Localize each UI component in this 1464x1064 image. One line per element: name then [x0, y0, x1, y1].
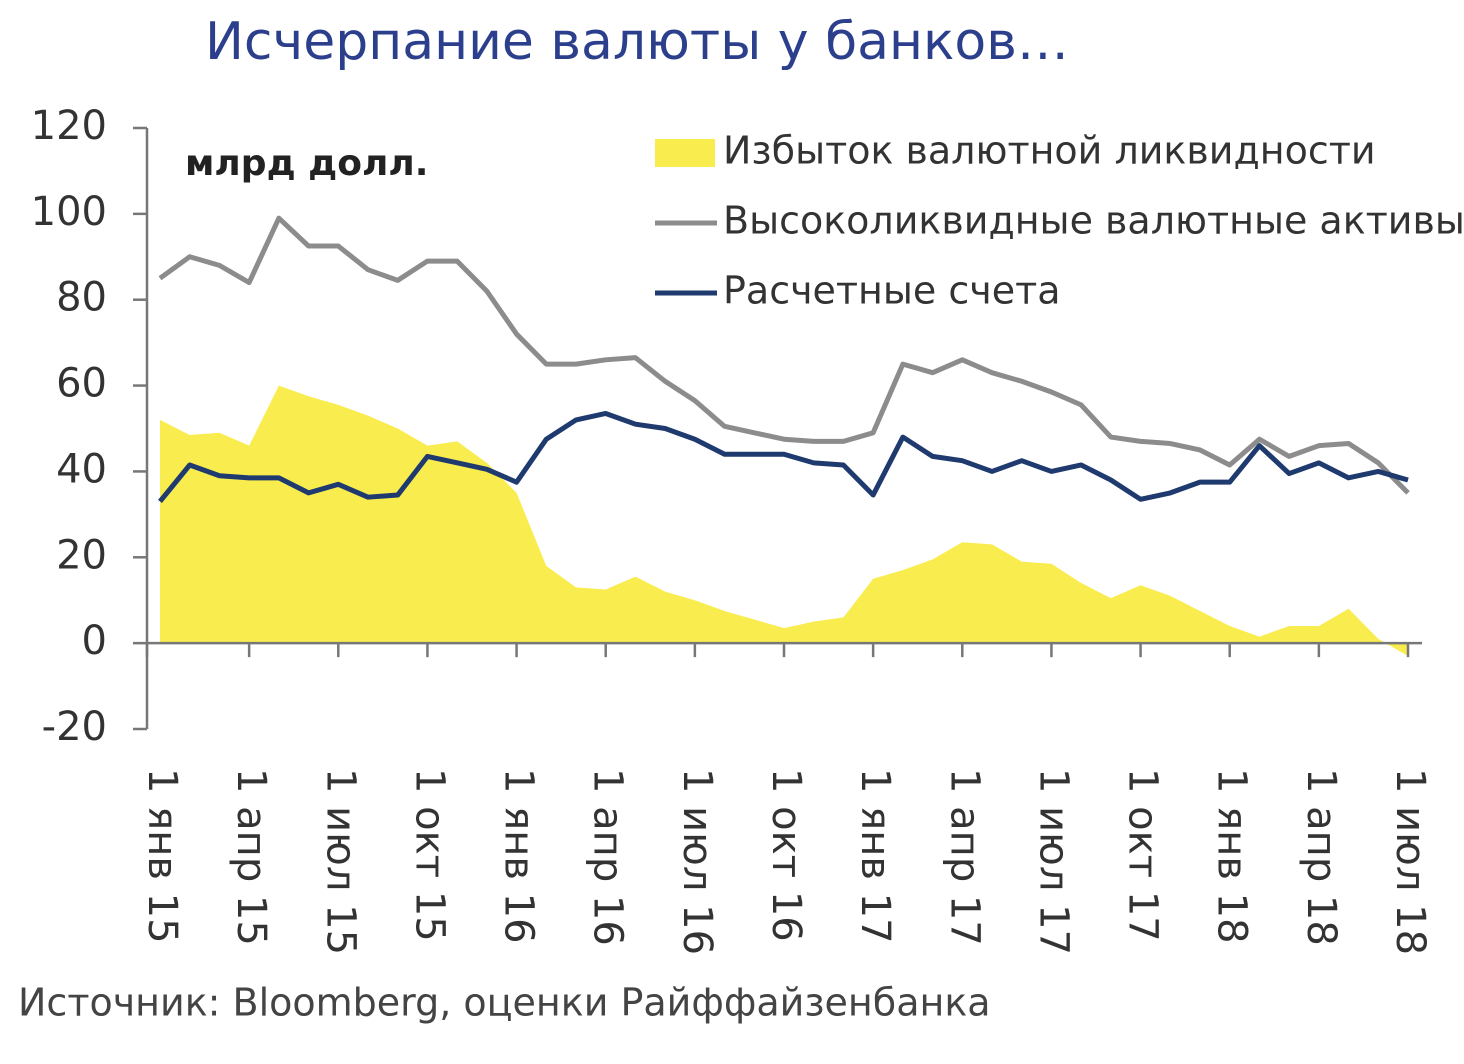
line [158, 410, 1409, 504]
x-tick-label: 1 июл 17 [1030, 768, 1076, 955]
x-tick-label: 1 апр 15 [228, 768, 274, 946]
area [160, 385, 1408, 657]
legend-label: Избыток валютной ликвидности [723, 129, 1376, 173]
y-tick-label: 100 [31, 189, 107, 235]
x-tick-label: 1 янв 17 [852, 768, 898, 944]
x-tick-label: 1 окт 15 [406, 768, 452, 942]
legend-label: Расчетные счета [723, 269, 1061, 313]
x-tick-label: 1 июл 18 [1387, 768, 1433, 955]
y-tick-label: 80 [56, 275, 107, 321]
x-tick-label: 1 окт 16 [763, 768, 809, 942]
y-tick-label: 60 [56, 361, 107, 407]
x-tick-label: 1 янв 18 [1209, 768, 1255, 944]
y-tick-label: -20 [42, 704, 107, 750]
x-tick-label: 1 янв 15 [139, 768, 185, 944]
x-tick-label: 1 июл 16 [674, 768, 720, 955]
line [158, 215, 1410, 495]
y-tick-label: 40 [56, 446, 107, 492]
x-tick-label: 1 апр 16 [585, 768, 631, 946]
x-tick-label: 1 июл 15 [317, 768, 363, 955]
x-tick-label: 1 янв 16 [496, 768, 542, 944]
unit-label: млрд долл. [185, 143, 428, 184]
source: Источник: Bloomberg, оценки Райффайзенба… [18, 981, 991, 1025]
x-tick-label: 1 окт 17 [1120, 768, 1166, 942]
x-tick-label: 1 апр 17 [941, 768, 987, 946]
legend-label: Высоколиквидные валютные активы [723, 199, 1464, 243]
x-tick-label: 1 апр 18 [1298, 768, 1344, 946]
plot: -20 0 20 40 60 80 100 120 1 янв 15 1 апр 15 1 июл … [31, 103, 1433, 955]
chart-title: Исчерпание валюты у банков… [205, 12, 1069, 72]
y-tick-label: 0 [82, 618, 107, 664]
legend-swatch [655, 139, 715, 167]
y-tick-label: 20 [56, 532, 107, 578]
y-tick-label: 120 [31, 103, 107, 149]
